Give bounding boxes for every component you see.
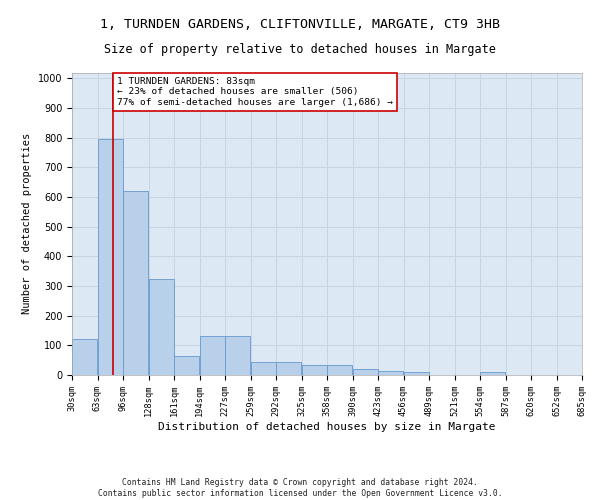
Bar [404,372,428,375]
Bar [353,369,377,375]
Bar [379,370,403,375]
Bar [277,362,301,375]
Bar [481,372,505,375]
Bar [73,340,97,375]
Text: 1, TURNDEN GARDENS, CLIFTONVILLE, MARGATE, CT9 3HB: 1, TURNDEN GARDENS, CLIFTONVILLE, MARGAT… [100,18,500,30]
Bar [328,364,352,375]
Text: Contains HM Land Registry data © Crown copyright and database right 2024.
Contai: Contains HM Land Registry data © Crown c… [98,478,502,498]
X-axis label: Distribution of detached houses by size in Margate: Distribution of detached houses by size … [158,422,496,432]
Bar [149,278,173,375]
Text: 1 TURNDEN GARDENS: 83sqm
← 23% of detached houses are smaller (506)
77% of semi-: 1 TURNDEN GARDENS: 83sqm ← 23% of detach… [117,77,393,106]
Bar [251,362,275,375]
Y-axis label: Number of detached properties: Number of detached properties [22,133,32,314]
Bar [226,336,250,375]
Bar [98,139,122,375]
Bar [302,364,326,375]
Bar [175,356,199,375]
Bar [200,336,224,375]
Bar [124,191,148,375]
Text: Size of property relative to detached houses in Margate: Size of property relative to detached ho… [104,42,496,56]
